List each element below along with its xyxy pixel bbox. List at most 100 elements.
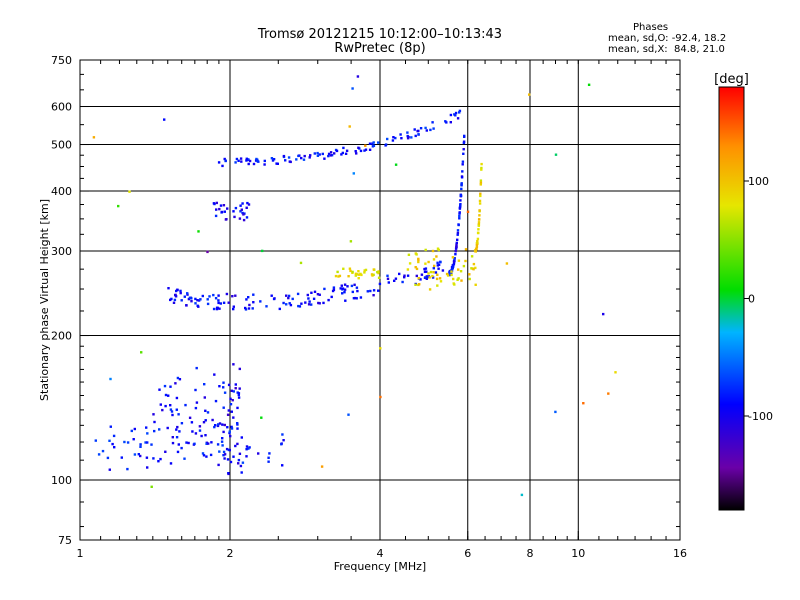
data-point bbox=[139, 443, 142, 446]
data-point bbox=[174, 382, 177, 385]
data-point bbox=[425, 270, 428, 273]
data-point bbox=[424, 248, 427, 252]
data-point bbox=[344, 299, 347, 302]
data-point bbox=[303, 154, 306, 158]
data-point bbox=[295, 158, 298, 161]
data-point bbox=[230, 427, 234, 430]
data-point bbox=[462, 152, 465, 155]
data-point bbox=[228, 448, 231, 452]
data-point bbox=[296, 292, 300, 296]
data-point bbox=[227, 383, 231, 387]
data-point bbox=[355, 152, 358, 155]
data-point bbox=[157, 460, 160, 463]
data-point bbox=[222, 301, 226, 304]
data-point bbox=[455, 243, 458, 246]
data-point bbox=[298, 305, 302, 308]
data-point bbox=[376, 271, 379, 274]
data-point bbox=[408, 262, 412, 265]
data-point bbox=[462, 148, 465, 151]
data-point bbox=[144, 441, 147, 444]
data-point bbox=[329, 151, 333, 154]
data-point bbox=[238, 217, 242, 220]
phases-stat-o: mean, sd,O: -92.4, 18.2 bbox=[608, 33, 727, 44]
data-point bbox=[106, 456, 110, 460]
data-point bbox=[252, 301, 255, 304]
data-point bbox=[475, 247, 478, 250]
data-point bbox=[461, 160, 465, 163]
data-point bbox=[240, 160, 243, 163]
data-point bbox=[163, 384, 167, 388]
data-point bbox=[472, 262, 476, 266]
data-point bbox=[456, 238, 459, 241]
data-point bbox=[459, 204, 462, 207]
data-point bbox=[203, 396, 206, 399]
data-point bbox=[363, 149, 366, 152]
data-point bbox=[398, 272, 401, 276]
data-point bbox=[221, 164, 224, 168]
data-point bbox=[432, 258, 436, 261]
data-point bbox=[461, 170, 464, 173]
data-point bbox=[477, 221, 481, 224]
data-point bbox=[92, 136, 96, 139]
data-point bbox=[94, 439, 97, 442]
data-point bbox=[226, 207, 229, 210]
data-point bbox=[323, 157, 326, 160]
data-point bbox=[260, 416, 263, 419]
data-point bbox=[229, 397, 232, 400]
data-point bbox=[248, 159, 252, 163]
data-point bbox=[372, 289, 376, 292]
data-point bbox=[175, 396, 179, 400]
data-point bbox=[476, 237, 480, 241]
x-tick-label: 10 bbox=[571, 547, 585, 560]
data-point bbox=[232, 390, 235, 393]
data-point bbox=[190, 300, 193, 303]
data-point bbox=[403, 276, 406, 279]
data-point bbox=[175, 408, 178, 411]
data-point bbox=[449, 121, 452, 124]
data-point bbox=[237, 396, 241, 399]
data-point bbox=[178, 430, 181, 433]
data-point bbox=[458, 207, 462, 210]
data-point bbox=[436, 261, 439, 264]
data-point bbox=[413, 128, 416, 131]
data-point bbox=[425, 277, 428, 280]
data-point bbox=[152, 413, 155, 416]
data-point bbox=[348, 125, 351, 128]
data-point bbox=[245, 206, 248, 209]
data-point bbox=[394, 163, 398, 166]
data-point bbox=[256, 160, 259, 163]
data-point bbox=[424, 126, 427, 130]
data-point bbox=[479, 181, 483, 184]
data-point bbox=[245, 455, 248, 458]
data-point bbox=[341, 292, 344, 295]
data-point bbox=[300, 156, 303, 160]
data-point bbox=[394, 277, 398, 280]
data-point bbox=[354, 274, 357, 277]
data-point bbox=[150, 485, 153, 488]
data-point bbox=[451, 264, 455, 267]
data-point bbox=[257, 452, 260, 455]
y-axis-label: Stationary phase Virtual Height [km] bbox=[38, 199, 51, 401]
data-point bbox=[450, 273, 453, 277]
data-point bbox=[450, 270, 453, 273]
data-point bbox=[217, 463, 220, 467]
data-point bbox=[446, 274, 450, 277]
data-point bbox=[206, 250, 209, 254]
data-point bbox=[479, 192, 482, 195]
data-point bbox=[234, 383, 237, 386]
data-point bbox=[424, 276, 427, 279]
data-point bbox=[180, 299, 183, 302]
data-point bbox=[202, 454, 206, 457]
data-point bbox=[229, 460, 233, 464]
data-point bbox=[217, 301, 220, 305]
data-point bbox=[201, 452, 205, 455]
data-point bbox=[231, 295, 234, 298]
data-point bbox=[363, 269, 366, 272]
data-point bbox=[204, 434, 207, 437]
data-point bbox=[460, 176, 464, 179]
data-point bbox=[299, 261, 303, 265]
data-point bbox=[424, 262, 427, 265]
data-point bbox=[205, 455, 208, 458]
data-point bbox=[204, 419, 207, 422]
data-point bbox=[230, 410, 233, 413]
